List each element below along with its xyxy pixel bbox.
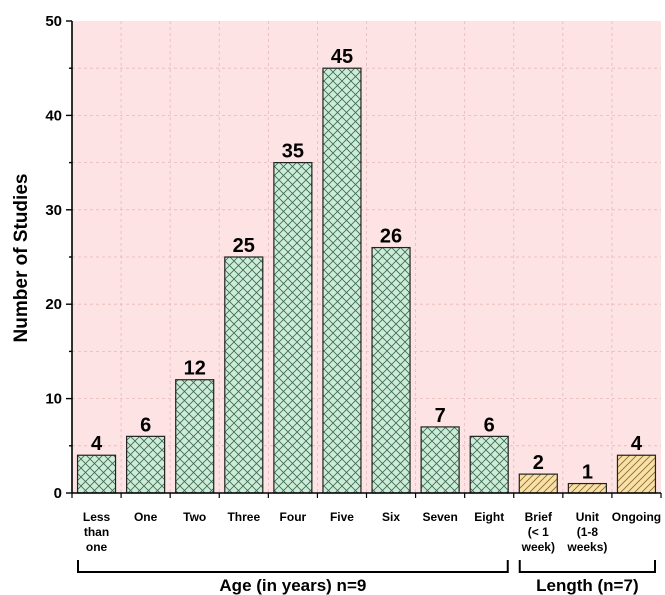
category-label: One [134,510,158,524]
group-bracket [518,560,656,573]
bar [76,454,117,494]
y-tick-label: 10 [45,391,62,408]
data-label: 4 [91,433,103,455]
data-label: 25 [233,235,255,257]
data-labels: 4 6 12 25 35 45 26 7 6 2 1 4 [91,46,643,483]
data-label: 7 [435,405,446,427]
category-label: Six [382,510,400,524]
y-tick-label: 20 [45,296,62,313]
bar [273,162,313,494]
data-label: 12 [184,358,206,380]
data-label: 6 [140,414,151,436]
group-label: Length (n=7) [536,576,638,595]
data-label: 4 [631,433,643,455]
bar [126,435,166,494]
data-label: 26 [380,226,402,248]
data-label: 35 [282,141,304,163]
category-label: Ongoing [612,510,661,524]
group-brackets: Age (in years) n=9 Length (n=7) [77,560,656,595]
bar [224,256,264,494]
data-label: 1 [582,462,593,484]
bar [322,67,362,494]
y-tick-label: 50 [45,13,62,30]
axes [66,20,662,498]
y-axis-title: Number of Studies [11,174,32,343]
category-label: Two [183,510,206,524]
category-labels: Less than one One Two Three Four Five Six Seven Ei… [83,510,661,554]
bar [567,482,607,494]
bar [175,379,215,494]
y-tick-labels: 0 10 20 30 40 50 [45,13,62,502]
data-label: 45 [331,46,353,68]
grid-lines [72,21,661,493]
bar [616,454,657,494]
bar [469,435,509,494]
y-tick-label: 40 [45,107,62,124]
bar [420,426,460,494]
data-label: 6 [484,414,495,436]
category-label: Four [280,510,307,524]
y-tick-label: 0 [54,485,62,502]
category-label: Unit (1-8 weeks) [566,510,607,554]
category-label: Eight [474,510,504,524]
category-label: Seven [422,510,457,524]
bar [518,473,558,494]
bar [371,246,411,494]
category-label: Three [227,510,260,524]
group-label: Age (in years) n=9 [219,576,366,595]
data-label: 2 [533,452,544,474]
category-label: Less than one [83,510,111,554]
category-label: Brief (< 1 week) [521,510,555,554]
group-bracket [77,560,509,573]
y-tick-label: 30 [45,202,62,219]
category-label: Five [330,510,354,524]
